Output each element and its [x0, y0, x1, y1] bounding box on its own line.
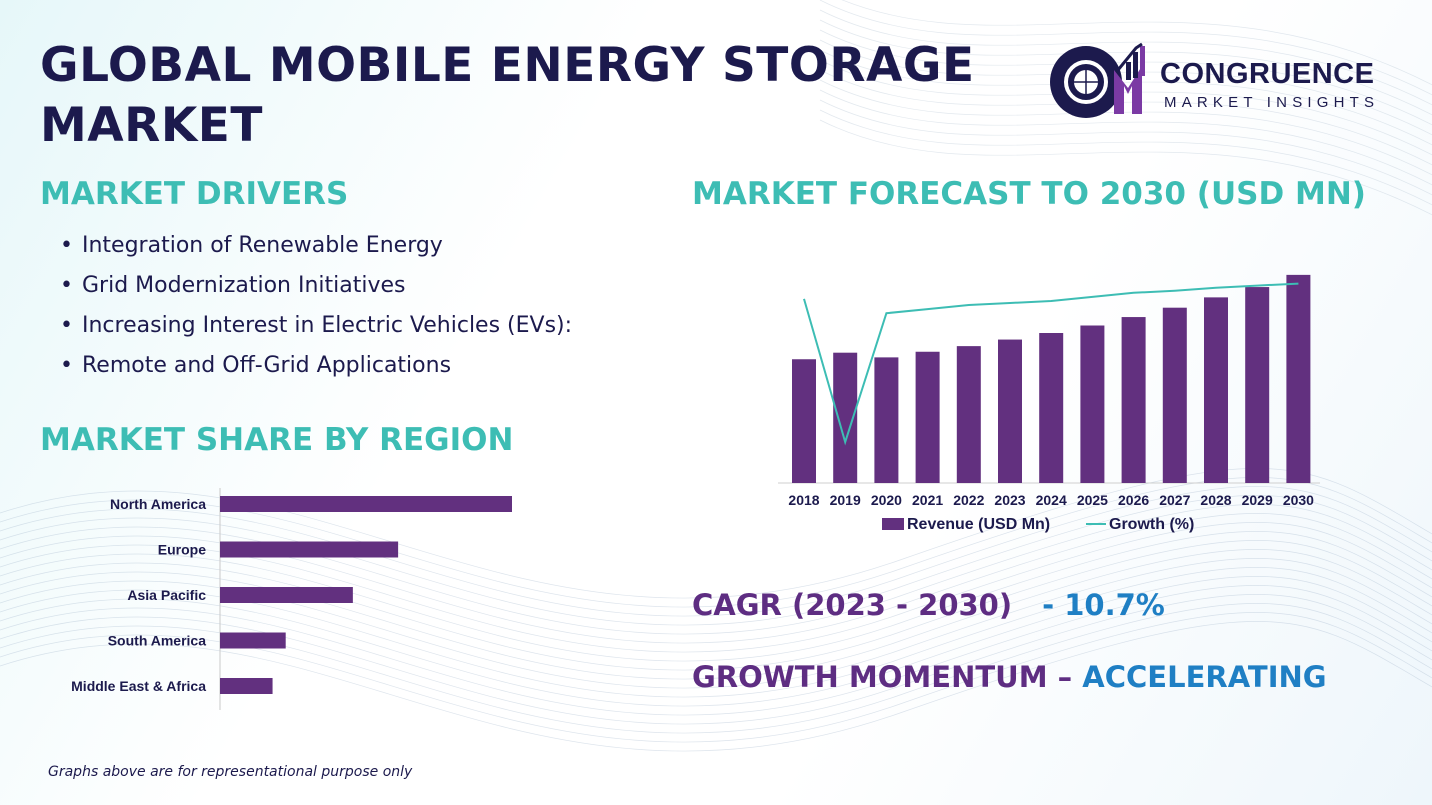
cagr-label: CAGR (2023 - 2030): [692, 588, 1013, 622]
wave-line: [0, 549, 1432, 680]
region-bar: [220, 632, 286, 649]
region-category-label: Asia Pacific: [127, 587, 206, 603]
forecast-year-label: 2021: [912, 492, 943, 508]
wave-line: [0, 594, 1432, 725]
wave-line: [0, 576, 1432, 707]
logo-subtitle: MARKET INSIGHTS: [1164, 94, 1380, 111]
congruence-logo-icon: [1050, 42, 1145, 118]
region-bar: [220, 678, 273, 694]
logo-name: CONGRUENCE: [1160, 58, 1375, 90]
wave-line: [0, 504, 1432, 635]
driver-item: • Remote and Off-Grid Applications: [60, 353, 452, 378]
forecast-year-label: 2028: [1200, 492, 1231, 508]
driver-item: • Integration of Renewable Energy: [60, 233, 443, 258]
wave-line: [819, 79, 1432, 176]
drivers-title: MARKET DRIVERS: [40, 176, 349, 212]
forecast-year-label: 2029: [1242, 492, 1273, 508]
forecast-bar: [874, 357, 899, 483]
forecast-bar: [1121, 317, 1146, 483]
forecast-bar: [1204, 297, 1228, 483]
forecast-year-label: 2026: [1118, 492, 1149, 508]
forecast-bar: [956, 346, 981, 483]
region-bar: [220, 587, 353, 603]
legend-revenue-label: Revenue (USD Mn): [907, 516, 1050, 533]
growth-line: [803, 282, 1299, 446]
region-bar: [220, 496, 512, 512]
cagr-line: CAGR (2023 - 2030) - 10.7%: [692, 588, 1165, 622]
forecast-bar: [1162, 307, 1187, 483]
forecast-bar: [1039, 333, 1064, 483]
forecast-year-label: 2020: [871, 492, 902, 508]
wave-line: [0, 486, 1432, 617]
forecast-bar: [915, 351, 940, 483]
momentum-line: GROWTH MOMENTUM – ACCELERATING: [692, 660, 1327, 694]
wave-line: [819, 9, 1432, 106]
region-category-label: Europe: [158, 542, 206, 558]
wave-line: [841, 0, 1432, 86]
region-bar: [220, 541, 399, 558]
footnote: Graphs above are for representational pu…: [48, 764, 413, 780]
forecast-year-label: 2022: [953, 492, 984, 508]
wave-line: [0, 621, 1432, 752]
forecast-bar: [1286, 274, 1311, 483]
wave-line: [819, 0, 1432, 96]
forecast-combo-chart: 2018 2019 2020 2021 2022 2023 2024 2025 2026 2027…: [778, 274, 1320, 533]
forecast-year-label: 2018: [788, 492, 819, 508]
cagr-value: - 10.7%: [1042, 588, 1165, 622]
legend-growth-label: Growth (%): [1109, 516, 1194, 533]
forecast-year-label: 2025: [1077, 492, 1108, 508]
forecast-title: MARKET FORECAST TO 2030 (USD MN): [692, 176, 1366, 212]
region-title: MARKET SHARE BY REGION: [40, 422, 514, 458]
driver-item: • Grid Modernization Initiatives: [60, 273, 406, 298]
forecast-bar: [998, 339, 1022, 483]
region-category-label: North America: [110, 496, 206, 512]
forecast-year-label: 2024: [1036, 492, 1067, 508]
momentum-label: GROWTH MOMENTUM –: [692, 660, 1073, 694]
drivers-list: • Integration of Renewable Energy • Grid M…: [60, 228, 572, 388]
wave-line: [819, 89, 1432, 186]
wave-line: [0, 495, 1432, 626]
wave-line: [819, 19, 1432, 116]
forecast-year-label: 2023: [994, 492, 1025, 508]
forecast-bar: [1080, 325, 1105, 483]
region-category-label: South America: [108, 633, 206, 649]
forecast-bar: [1245, 287, 1270, 483]
forecast-year-label: 2030: [1283, 492, 1314, 508]
wave-line: [819, 99, 1432, 196]
wave-line: [819, 109, 1432, 206]
page-title: GLOBAL MOBILE ENERGY STORAGE MARKET: [40, 38, 975, 153]
wave-line: [0, 540, 1432, 671]
forecast-year-label: 2027: [1159, 492, 1190, 508]
momentum-value: ACCELERATING: [1082, 660, 1327, 694]
forecast-year-label: 2019: [830, 492, 861, 508]
driver-item: • Increasing Interest in Electric Vehicle…: [60, 313, 573, 338]
region-category-label: Middle East & Africa: [71, 678, 206, 694]
region-bar-chart: North America Europe Asia Pacific South Ame…: [71, 488, 512, 710]
wave-line: [0, 531, 1432, 662]
wave-line: [819, 119, 1432, 216]
legend-revenue-swatch: [882, 518, 904, 530]
forecast-bar: [792, 359, 816, 483]
wave-line: [0, 585, 1432, 716]
